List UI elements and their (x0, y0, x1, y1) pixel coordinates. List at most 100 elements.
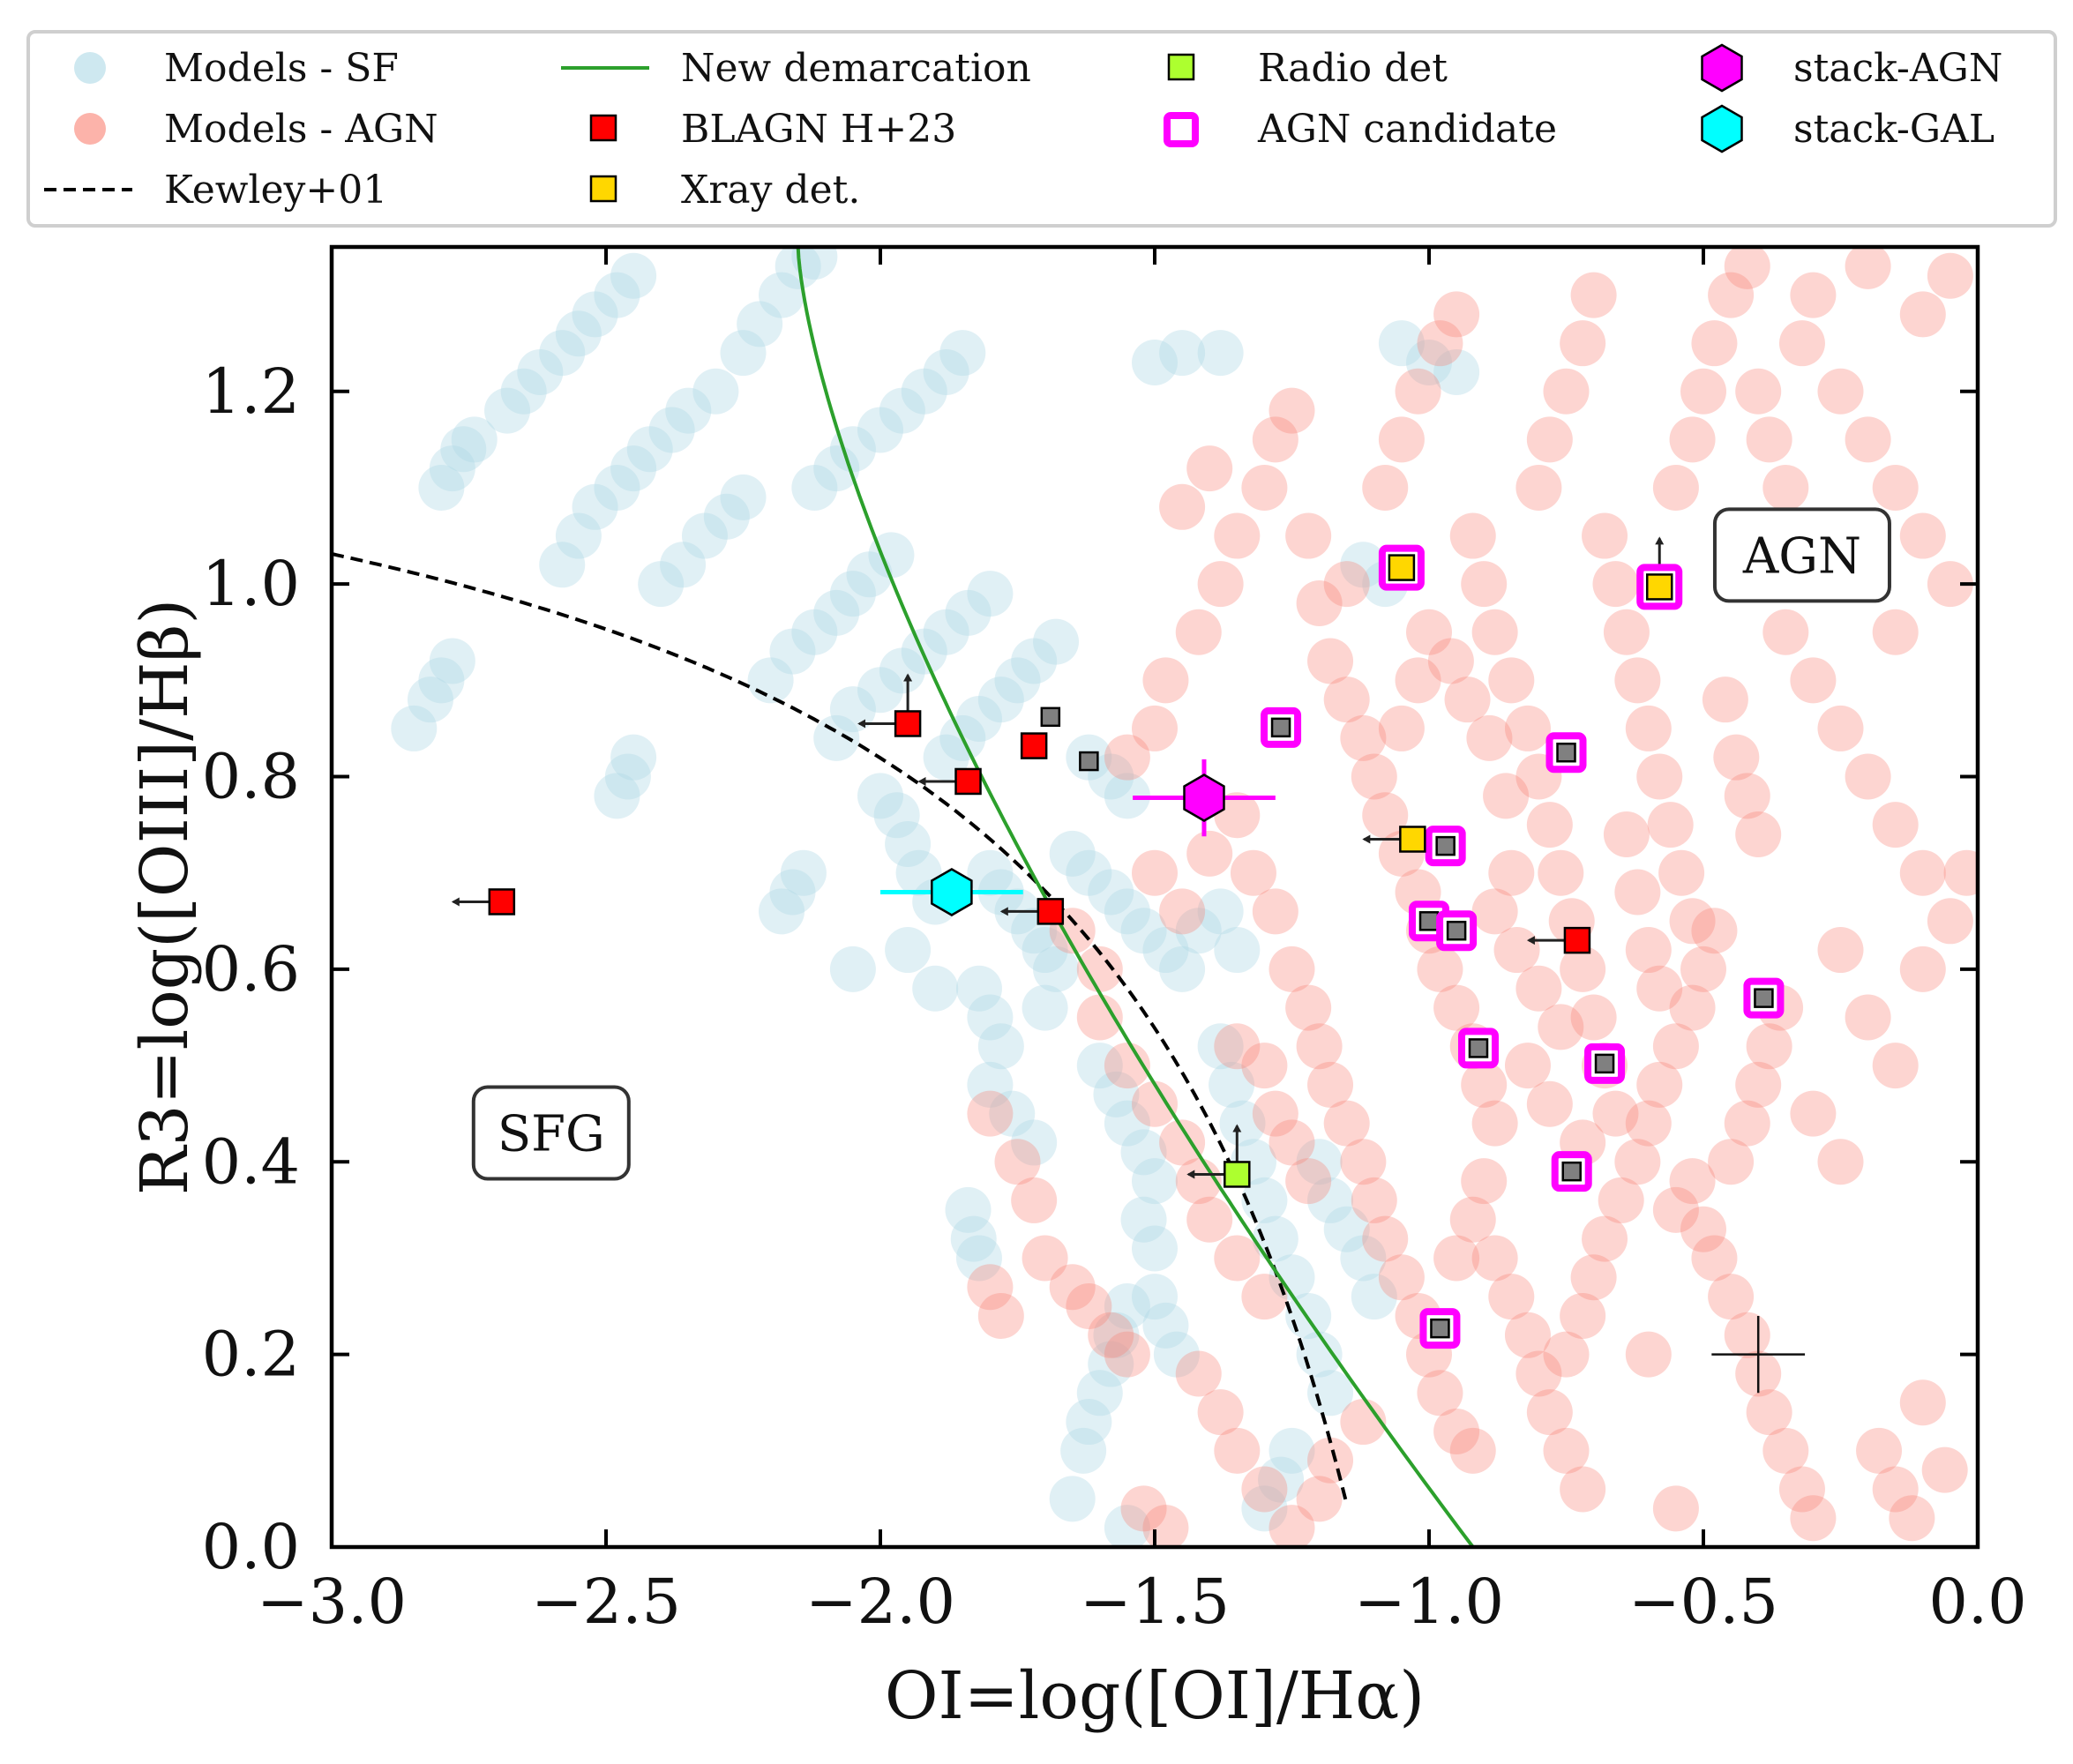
model-agn-point (977, 1292, 1024, 1339)
model-agn-point (1845, 247, 1891, 289)
model-sf-point (429, 445, 475, 492)
legend-marker-models-sf (74, 52, 106, 84)
blagn-point (894, 710, 922, 737)
model-sf-point (1132, 1225, 1178, 1272)
model-agn-point (1406, 609, 1452, 655)
model-sf-point (923, 348, 969, 395)
plot-background (332, 247, 1978, 1547)
model-sf-point (692, 368, 739, 415)
model-sf-point (1252, 1215, 1298, 1262)
legend-label-models-sf: Models - SF (164, 46, 399, 91)
model-sf-point (939, 330, 986, 377)
model-sf-point (484, 387, 531, 434)
model-sf-point (1340, 1235, 1387, 1282)
model-agn-point (1088, 1312, 1134, 1358)
x-axis-title: OI=log([OI]/Hα) (885, 1658, 1425, 1734)
model-agn-point (1669, 984, 1716, 1031)
model-agn-point (1488, 657, 1535, 704)
blagn-point (1020, 732, 1048, 759)
model-agn-point (1076, 946, 1123, 992)
legend-marker-xray (589, 175, 617, 203)
model-agn-point (1790, 657, 1837, 704)
gray-point (1418, 911, 1440, 931)
model-sf-point (879, 647, 925, 694)
model-agn-point (1268, 387, 1315, 434)
model-agn-point (1899, 946, 1946, 992)
model-agn-point (1636, 753, 1683, 800)
model-agn-point (1889, 1495, 1935, 1542)
sfg-label: SFG (498, 1106, 605, 1163)
model-agn-point (1186, 1196, 1233, 1243)
model-agn-point (1214, 1235, 1261, 1282)
model-sf-point (1049, 1476, 1096, 1522)
model-agn-point (1538, 1004, 1584, 1050)
model-agn-point (1132, 705, 1178, 751)
legend-marker-stack-gal (1701, 104, 1743, 153)
model-agn-point (1526, 1389, 1573, 1436)
model-agn-point (1669, 416, 1716, 463)
typical-error-cross (1711, 1315, 1806, 1394)
model-sf-point (407, 676, 453, 723)
model-agn-point (1652, 1023, 1699, 1070)
model-sf-point (950, 1215, 997, 1262)
model-sf-point (1159, 946, 1206, 992)
y-tick-label: 0.6 (202, 933, 300, 1005)
legend-label-stack-agn: stack-AGN (1793, 46, 2002, 91)
model-sf-point (1258, 1456, 1305, 1503)
model-sf-point (1049, 830, 1096, 877)
model-agn-point (1724, 773, 1770, 819)
model-sf-point (1076, 1370, 1123, 1416)
gray-point (1594, 1053, 1615, 1074)
model-sf-point (1033, 618, 1080, 665)
model-agn-point (1702, 676, 1748, 723)
model-sf-point (945, 589, 992, 636)
model-agn-point (1175, 609, 1222, 655)
model-sf-point (901, 628, 947, 675)
model-agn-point (1708, 1139, 1755, 1185)
sfg-label-box (471, 1085, 631, 1181)
model-agn-point (1268, 1505, 1315, 1547)
model-sf-point (967, 994, 1014, 1041)
model-agn-point (1515, 1350, 1562, 1397)
model-agn-point (1466, 714, 1513, 761)
model-agn-point (1362, 464, 1409, 511)
y-tick-label: 0.2 (202, 1319, 300, 1391)
model-agn-point (1214, 512, 1261, 559)
model-sf-point (885, 820, 932, 867)
model-agn-point (1362, 1215, 1409, 1262)
model-agn-point (1708, 1274, 1755, 1320)
model-sf-point (1285, 1292, 1332, 1339)
model-sf-point (1197, 330, 1244, 377)
model-agn-point (1538, 849, 1584, 896)
model-agn-point (1049, 1264, 1096, 1311)
y-tick-label: 0.8 (202, 741, 300, 813)
model-agn-point (1307, 1061, 1354, 1108)
model-agn-point (1647, 802, 1694, 848)
model-agn-point (1762, 464, 1809, 511)
gray-point (1556, 742, 1576, 763)
model-agn-point (1856, 1427, 1903, 1474)
gray-point (1270, 717, 1291, 738)
model-sf-point (857, 773, 903, 819)
model-agn-point (1175, 1350, 1222, 1397)
model-sf-point (1197, 888, 1244, 935)
model-agn-point (1746, 416, 1792, 463)
model-sf-point (1209, 1061, 1255, 1108)
model-sf-point (440, 426, 487, 473)
model-agn-point (1471, 1235, 1518, 1282)
model-sf-point (955, 696, 1002, 743)
model-agn-point (1872, 609, 1919, 655)
blagn-point (1036, 898, 1065, 925)
model-sf-point (1104, 888, 1150, 935)
model-sf-point (703, 493, 750, 540)
gray-point (1435, 835, 1456, 856)
model-agn-point (1735, 1061, 1782, 1108)
model-agn-point (1658, 849, 1705, 896)
model-agn-point (1471, 609, 1518, 655)
model-sf-point (1088, 753, 1134, 800)
model-agn-point (1582, 512, 1628, 559)
model-agn-point (1872, 802, 1919, 848)
model-agn-point (1120, 1485, 1167, 1532)
model-sf-point (1197, 1023, 1244, 1070)
model-agn-point (1526, 802, 1573, 848)
